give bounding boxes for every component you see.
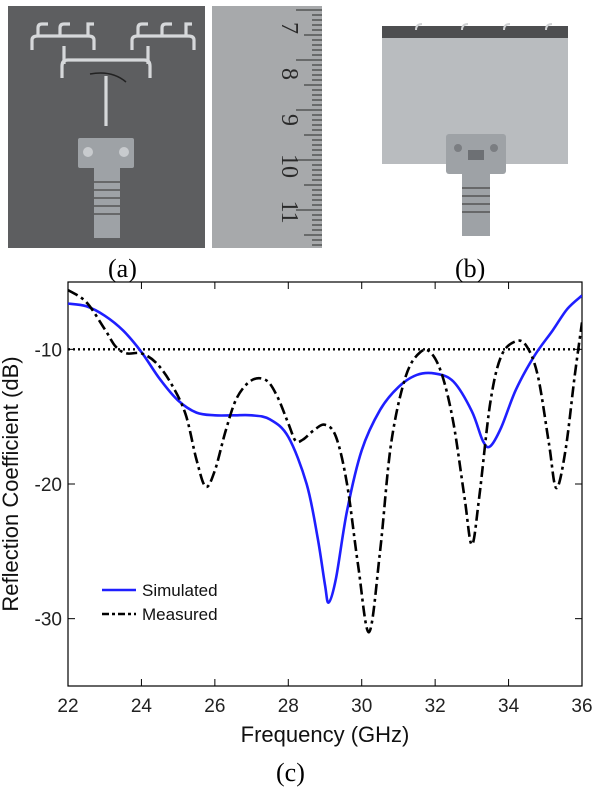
- panel-label-a: (a): [108, 254, 137, 283]
- reflection-coefficient-chart: 22 24 26 28 30 32 34 36 -10 -20 -30 Frequency (GHz)…: [0, 281, 593, 747]
- plot-frame: [67, 281, 583, 687]
- series-line-simulated: [68, 294, 582, 604]
- pen-mark: [89, 72, 127, 83]
- y-tick-label: -10: [35, 340, 62, 361]
- ruler-number: 7: [276, 22, 302, 34]
- x-tick-label: 28: [278, 696, 299, 717]
- antenna-board-image: [8, 6, 205, 248]
- y-tick-label: -30: [35, 610, 62, 631]
- x-tick-label: 34: [498, 696, 520, 717]
- y-axis-title: Reflection Coefficient (dB): [0, 356, 23, 611]
- y-tick-label: -20: [35, 475, 62, 496]
- x-tick-label: 30: [351, 696, 372, 717]
- panel-label-b: (b): [455, 254, 486, 283]
- legend-label-simulated: Simulated: [142, 581, 218, 600]
- ruler-number: 9: [276, 114, 302, 126]
- ruler-number: 11: [276, 200, 302, 223]
- ruler-image: 78910111: [212, 6, 322, 248]
- x-tick-label: 22: [57, 696, 78, 717]
- photo-a: [8, 6, 205, 248]
- ground-plate-image: [376, 20, 574, 242]
- series-line-measured: [68, 288, 582, 634]
- x-tick-label: 24: [131, 696, 153, 717]
- ruler-number: 8: [276, 68, 302, 80]
- legend-label-measured: Measured: [142, 605, 218, 624]
- x-axis-title: Frequency (GHz): [241, 722, 410, 747]
- ruler-photo: 78910111: [212, 6, 322, 248]
- panel-label-c: (c): [276, 758, 305, 787]
- x-tick-label: 36: [571, 696, 592, 717]
- x-tick-label: 32: [425, 696, 446, 717]
- ruler-number: 10: [276, 154, 302, 178]
- x-tick-label: 26: [204, 696, 225, 717]
- photo-b: [376, 20, 574, 242]
